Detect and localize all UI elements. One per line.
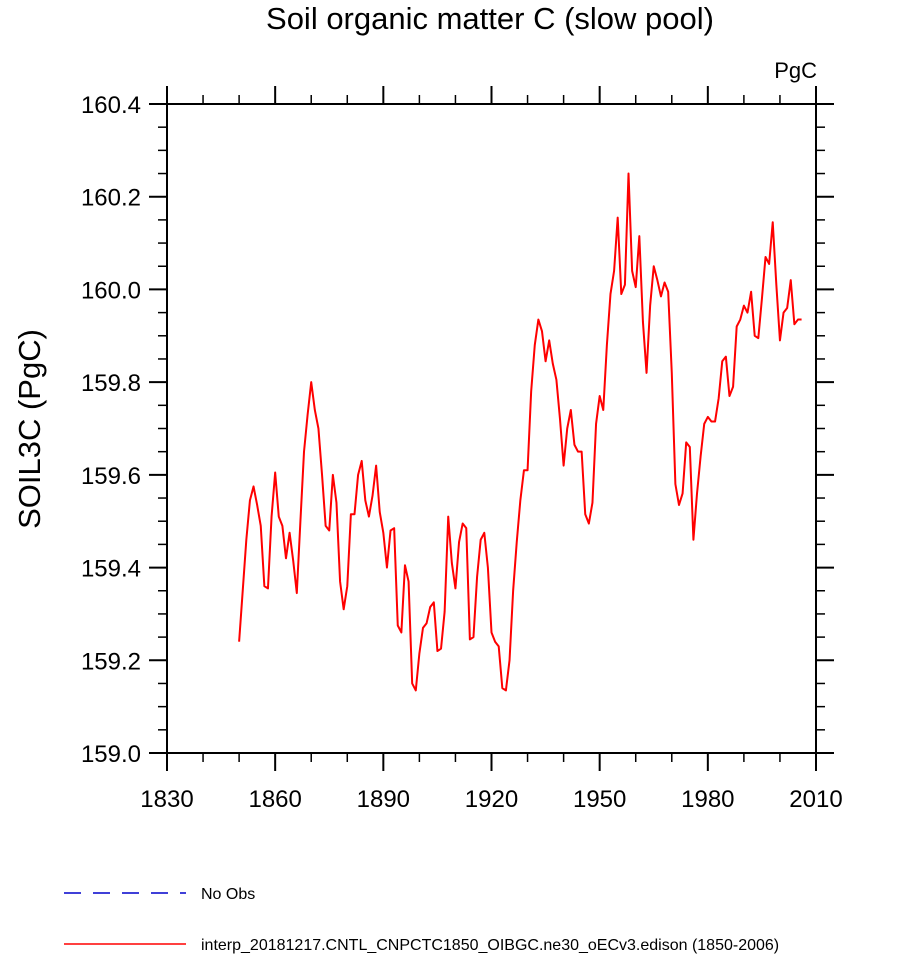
units-label: PgC bbox=[774, 58, 817, 83]
y-tick-label: 159.4 bbox=[81, 556, 141, 583]
x-tick-label: 2010 bbox=[789, 786, 842, 813]
tick-labels: 1830 1860 1890 1920 1950 1980 2010 159.0 159.2 15… bbox=[81, 92, 843, 813]
y-tick-label: 159.0 bbox=[81, 741, 141, 768]
axis-ticks bbox=[149, 86, 834, 771]
series-line-1 bbox=[238, 172, 802, 692]
y-tick-label: 159.8 bbox=[81, 370, 141, 397]
x-tick-label: 1920 bbox=[465, 786, 518, 813]
y-axis-label: SOIL3C (PgC) bbox=[12, 329, 47, 529]
x-tick-label: 1890 bbox=[357, 786, 410, 813]
y-tick-label: 160.2 bbox=[81, 185, 141, 212]
x-tick-label: 1830 bbox=[140, 786, 193, 813]
y-tick-label: 160.4 bbox=[81, 92, 141, 119]
x-tick-label: 1980 bbox=[681, 786, 734, 813]
y-tick-label: 159.2 bbox=[81, 648, 141, 675]
y-tick-label: 159.6 bbox=[81, 463, 141, 490]
y-tick-label: 160.0 bbox=[81, 277, 141, 304]
series-lines bbox=[238, 172, 802, 692]
x-tick-label: 1950 bbox=[573, 786, 626, 813]
chart-title: Soil organic matter C (slow pool) bbox=[266, 1, 714, 36]
x-tick-label: 1860 bbox=[248, 786, 301, 813]
plot-frame bbox=[166, 103, 817, 754]
legend-label-model: interp_20181217.CNTL_CNPCTC1850_OIBGC.ne… bbox=[201, 937, 779, 954]
legend: No Obs interp_20181217.CNTL_CNPCTC1850_O… bbox=[64, 886, 779, 954]
legend-label-no-obs: No Obs bbox=[201, 886, 255, 903]
